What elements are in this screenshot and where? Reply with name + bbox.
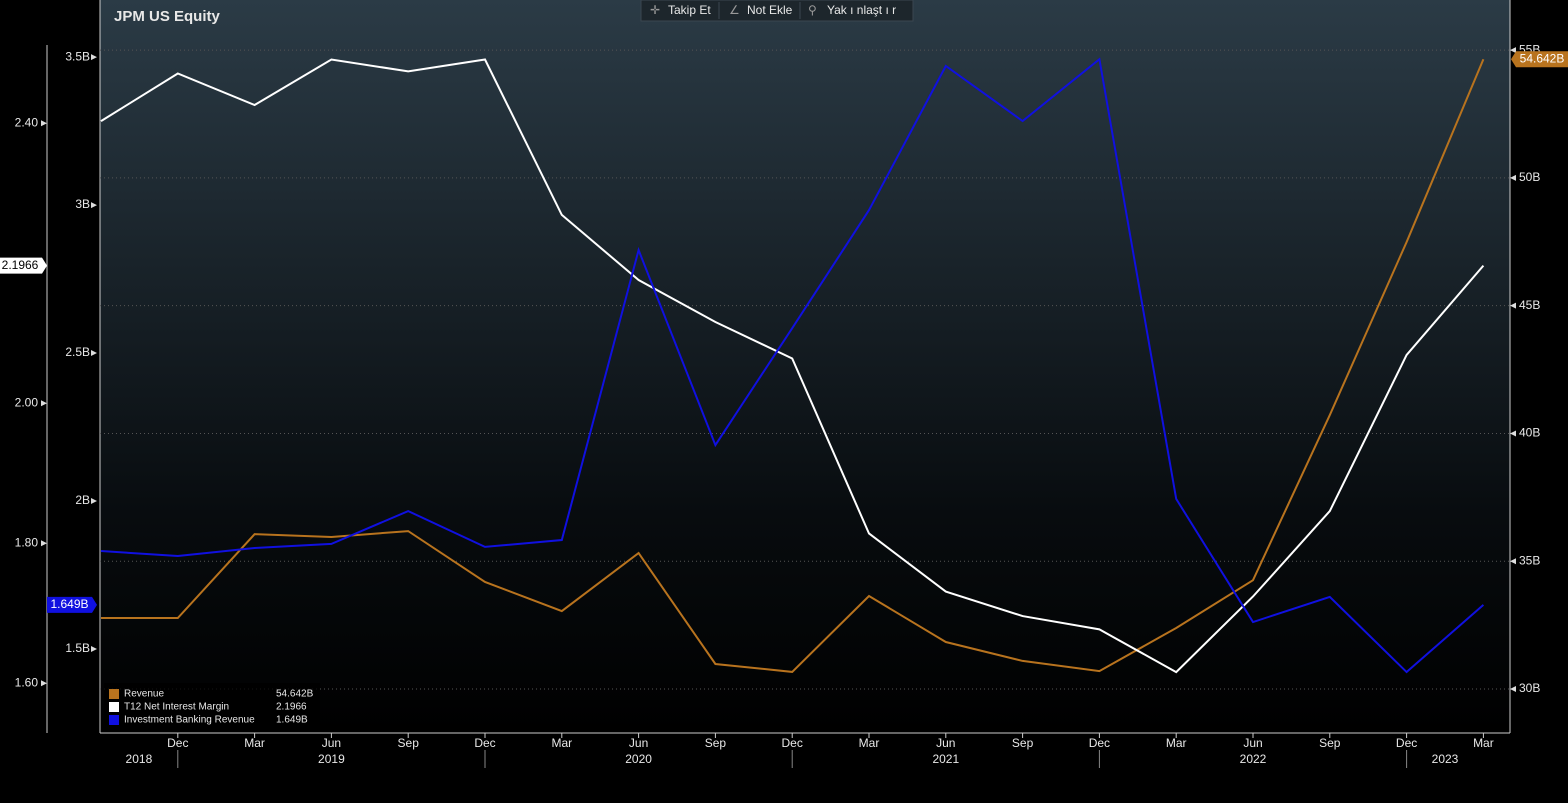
x-tick-label: Mar (1473, 736, 1494, 750)
y3-tick-label: 35B (1519, 553, 1540, 567)
tick-mark (1510, 47, 1516, 54)
tick-mark (1510, 430, 1516, 437)
x-tick-label: Sep (1012, 736, 1034, 750)
toolbar: Takip Et ✛ Not Ekle ∠ Yak ı nlaşt ı r ⚲ (640, 0, 914, 22)
legend-label: Revenue (124, 689, 164, 700)
series-line (101, 58, 1485, 673)
series-line (100, 58, 1485, 674)
x-tick-label: Sep (1319, 736, 1341, 750)
chart-title: JPM US Equity (114, 8, 221, 25)
tick-mark (41, 400, 47, 407)
legend-swatch (109, 702, 119, 712)
x-tick-label: Jun (629, 736, 648, 750)
legend-value: 2.1966 (276, 702, 307, 713)
toolbar-button[interactable]: Not Ekle (747, 3, 793, 17)
y3-tick-label: 40B (1519, 426, 1540, 440)
y2-tick-label: 2.5B (65, 345, 90, 359)
tick-mark (41, 680, 47, 687)
tick-mark (91, 645, 97, 652)
y2-tick-label: 1.5B (65, 641, 90, 655)
y2-tick-label: 3.5B (65, 49, 90, 63)
x-group-label: 2018 (126, 752, 153, 766)
tick-mark (91, 202, 97, 209)
y2-tick-label: 3B (75, 197, 90, 211)
tick-mark (1510, 686, 1516, 693)
y3-tick-label: 30B (1519, 681, 1540, 695)
x-tick-label: Jun (936, 736, 955, 750)
legend-value: 54.642B (276, 689, 314, 700)
legend-bg (104, 683, 320, 729)
badge-label: 54.642B (1520, 51, 1565, 65)
follow-button[interactable]: Takip Et ✛ (650, 3, 711, 17)
x-tick-label: Mar (1166, 736, 1187, 750)
y3-tick-label: 45B (1519, 298, 1540, 312)
x-tick-label: Sep (705, 736, 727, 750)
badge-bg (47, 596, 97, 613)
legend-value: 1.649B (276, 715, 308, 726)
x-tick-label: Mar (244, 736, 265, 750)
x-tick-label: Mar (551, 736, 572, 750)
x-tick-label: Dec (782, 736, 803, 750)
toolbar-button[interactable]: Yak ı nlaşt ı r (827, 3, 896, 17)
y-tick-label: 1.80 (15, 535, 39, 549)
toolbar-bg (640, 0, 914, 22)
x-tick-label: Dec (1089, 736, 1110, 750)
plot-background (100, 0, 1510, 733)
tick-mark (91, 350, 97, 357)
badge-bg (0, 257, 47, 274)
legend-swatch (109, 689, 119, 699)
x-group-label: 2023 (1432, 752, 1459, 766)
badge-label: 1.649B (50, 597, 88, 611)
legend: Revenue 54.642B T12 Net Interest Margin 2.1… (104, 683, 320, 729)
x-tick-label: Dec (474, 736, 495, 750)
y3-tick-label: 50B (1519, 170, 1540, 184)
x-tick-label: Jun (1243, 736, 1262, 750)
legend-label: Investment Banking Revenue (124, 715, 255, 726)
series-line (100, 57, 1485, 674)
y2-tick-label: 2B (75, 493, 90, 507)
x-tick-label: Jun (322, 736, 341, 750)
tick-mark (41, 120, 47, 127)
y-tick-label: 2.40 (15, 115, 39, 129)
x-tick-label: Dec (167, 736, 188, 750)
y-tick-label: 1.60 (15, 675, 39, 689)
icon: ⚲ (808, 3, 817, 17)
note-button[interactable]: Not Ekle ∠ (729, 3, 793, 17)
toolbar-button[interactable]: Takip Et (668, 3, 711, 17)
tick-mark (1510, 174, 1516, 181)
zoom-button[interactable]: Yak ı nlaşt ı r ⚲ (808, 3, 896, 17)
legend-label: T12 Net Interest Margin (124, 702, 229, 713)
tick-mark (1510, 302, 1516, 309)
x-tick-label: Mar (859, 736, 880, 750)
x-group-label: 2021 (932, 752, 959, 766)
x-tick-label: Dec (1396, 736, 1417, 750)
badge-bg (1511, 51, 1568, 68)
tick-mark (41, 540, 47, 547)
y-tick-label: 2.00 (15, 395, 39, 409)
last-value-badge: 54.642B (1511, 51, 1568, 68)
x-group-label: 2019 (318, 752, 345, 766)
last-value-badge: 2.1966 (0, 257, 47, 274)
last-value-badge: 1.649B (47, 596, 97, 613)
icon: ✛ (650, 3, 660, 17)
x-group-label: 2022 (1240, 752, 1267, 766)
tick-mark (91, 497, 97, 504)
x-tick-label: Sep (398, 736, 420, 750)
legend-swatch (109, 715, 119, 725)
tick-mark (1510, 558, 1516, 565)
tick-mark (91, 54, 97, 61)
icon: ∠ (729, 3, 740, 17)
badge-label: 2.1966 (2, 258, 39, 272)
x-group-label: 2020 (625, 752, 652, 766)
